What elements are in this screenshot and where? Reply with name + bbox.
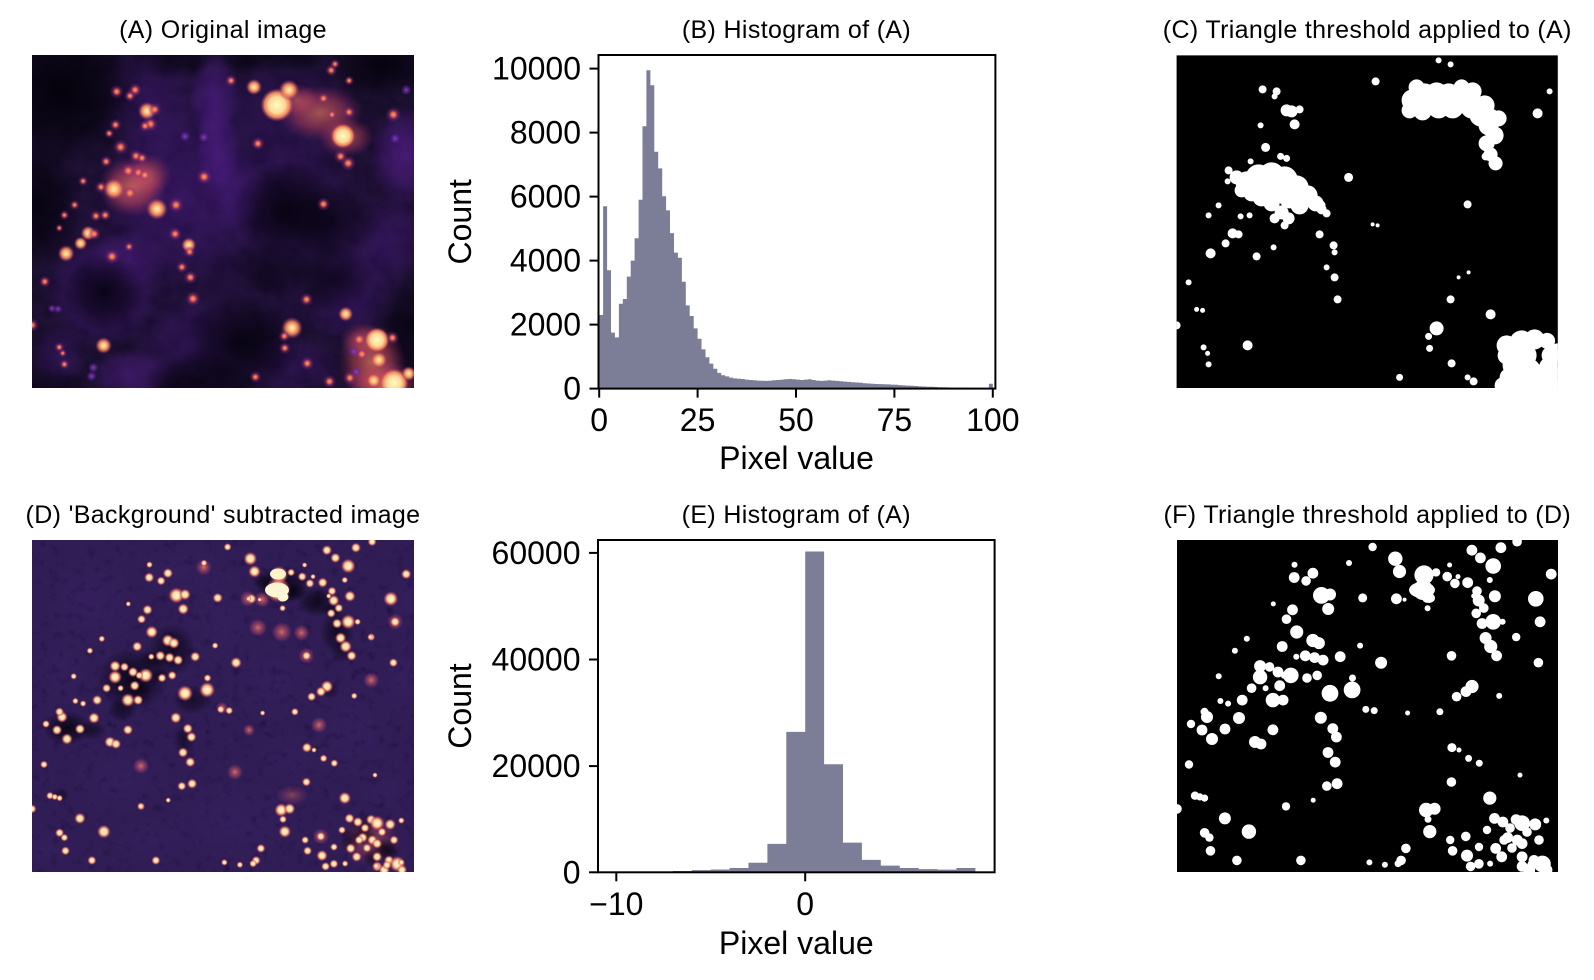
svg-text:Pixel value: Pixel value (719, 440, 874, 476)
svg-text:0: 0 (563, 854, 581, 890)
svg-text:40000: 40000 (492, 642, 581, 678)
svg-text:0: 0 (590, 402, 608, 438)
svg-text:10000: 10000 (492, 51, 581, 87)
svg-text:20000: 20000 (492, 748, 581, 784)
svg-text:4000: 4000 (510, 243, 581, 279)
svg-text:60000: 60000 (492, 535, 581, 571)
svg-text:Count: Count (442, 663, 478, 749)
svg-text:25: 25 (680, 402, 716, 438)
svg-text:Count: Count (442, 179, 478, 264)
svg-text:(C) Triangle threshold applied: (C) Triangle threshold applied to (A) (1163, 16, 1572, 44)
svg-text:Pixel value: Pixel value (719, 925, 874, 961)
svg-text:(F) Triangle threshold applied: (F) Triangle threshold applied to (D) (1164, 501, 1572, 529)
svg-text:75: 75 (877, 402, 913, 438)
svg-text:−10: −10 (589, 886, 643, 922)
svg-text:0: 0 (563, 371, 581, 407)
svg-text:0: 0 (796, 886, 814, 922)
svg-text:6000: 6000 (510, 179, 581, 215)
svg-text:(A) Original image: (A) Original image (119, 16, 327, 44)
svg-text:(D) 'Background' subtracted im: (D) 'Background' subtracted image (26, 501, 421, 529)
svg-text:2000: 2000 (510, 307, 581, 343)
svg-text:(B) Histogram of (A): (B) Histogram of (A) (682, 16, 911, 44)
svg-text:100: 100 (966, 402, 1019, 438)
svg-text:8000: 8000 (510, 115, 581, 151)
svg-text:50: 50 (778, 402, 814, 438)
svg-text:(E) Histogram of (A): (E) Histogram of (A) (682, 501, 911, 529)
